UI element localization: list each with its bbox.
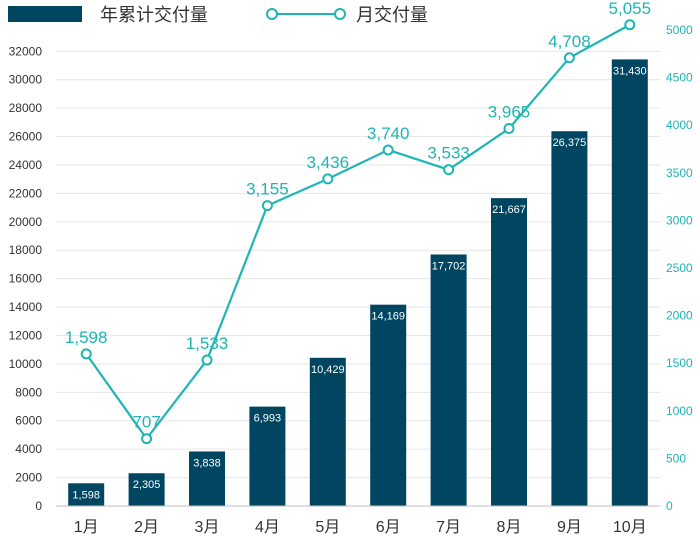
- y-right-tick-label: 2500: [666, 261, 693, 275]
- bar-data-label: 31,430: [613, 65, 647, 77]
- bar-series: 1,598 2,305 3,838 6,993 10,429 14,169 17,702 21…: [68, 59, 648, 506]
- y-left-tick-label: 0: [35, 499, 42, 513]
- bar: [491, 198, 527, 506]
- x-tick-label: 8月: [497, 519, 522, 536]
- y-right-tick-label: 5000: [666, 23, 693, 37]
- bar-data-label: 6,993: [254, 413, 282, 425]
- y-left-tick-label: 2000: [15, 471, 42, 485]
- y-left-tick-label: 8000: [15, 385, 42, 399]
- line-data-label: 3,533: [427, 144, 470, 163]
- line-data-label: 3,740: [367, 124, 410, 143]
- bar-data-label: 1,598: [72, 489, 100, 501]
- bar: [68, 483, 105, 506]
- line-point: [503, 123, 515, 135]
- y-right-tick-label: 1500: [666, 356, 693, 370]
- x-tick-label: 6月: [376, 519, 401, 536]
- line-point: [322, 173, 334, 185]
- bar-data-label: 10,429: [311, 364, 345, 376]
- bar-data-label: 3,838: [193, 457, 221, 469]
- y-left-tick-label: 6000: [15, 414, 42, 428]
- bar-data-label: 14,169: [371, 311, 405, 323]
- y-left-tick-label: 16000: [9, 272, 43, 286]
- legend: 年累计交付量 月交付量: [8, 5, 428, 25]
- y-right-tick-label: 3500: [666, 166, 693, 180]
- bar-data-label: 21,667: [492, 204, 526, 216]
- x-tick-label: 4月: [255, 519, 280, 536]
- legend-line-label: 月交付量: [356, 5, 428, 25]
- bar: [249, 406, 286, 506]
- line-point: [201, 354, 213, 366]
- x-tick-label: 3月: [195, 519, 220, 536]
- bar: [128, 473, 165, 506]
- bar-data-label: 17,702: [432, 260, 466, 272]
- x-tick-label: 2月: [134, 519, 159, 536]
- bar: [551, 131, 588, 506]
- y-left-tick-label: 10000: [9, 357, 43, 371]
- y-left-tick-label: 14000: [9, 300, 43, 314]
- bar-data-label: 2,305: [133, 479, 161, 491]
- legend-bar-label: 年累计交付量: [100, 5, 208, 25]
- axes: 0200040006000800010000120001400016000180…: [9, 23, 693, 536]
- line-data-label: 3,436: [307, 153, 350, 172]
- bar: [370, 304, 407, 506]
- y-left-tick-label: 20000: [9, 215, 43, 229]
- y-left-tick-label: 22000: [9, 186, 43, 200]
- line-point: [80, 348, 92, 360]
- y-left-tick-label: 28000: [9, 101, 43, 115]
- line-point: [382, 144, 394, 156]
- x-tick-label: 7月: [436, 519, 461, 536]
- line-point: [624, 19, 636, 31]
- y-left-tick-label: 4000: [15, 442, 42, 456]
- line-point: [563, 52, 575, 64]
- x-tick-label: 9月: [557, 519, 582, 536]
- line-series: 1,598 707 1,533 3,155 3,436 3,740 3,533 3,965 4,…: [65, 0, 652, 445]
- bar: [430, 254, 467, 506]
- line-data-label: 1,598: [65, 328, 108, 347]
- y-left-tick-label: 12000: [9, 328, 43, 342]
- y-left-tick-label: 26000: [9, 130, 43, 144]
- y-left-tick-label: 18000: [9, 243, 43, 257]
- line-path: [85, 23, 631, 440]
- y-left-tick-label: 24000: [9, 158, 43, 172]
- legend-line-marker-left: [266, 8, 278, 20]
- legend-line-marker-right: [334, 8, 346, 20]
- y-right-tick-label: 4000: [666, 118, 693, 132]
- y-right-tick-label: 3000: [666, 213, 693, 227]
- bar-data-label: 26,375: [553, 137, 587, 149]
- bar: [309, 357, 346, 506]
- line-data-label: 4,708: [548, 32, 591, 51]
- line-point: [141, 433, 153, 445]
- bar: [611, 59, 648, 506]
- line-data-label: 3,965: [488, 103, 531, 122]
- y-right-tick-label: 4500: [666, 71, 693, 85]
- y-left-tick-label: 32000: [9, 44, 43, 58]
- line-data-label: 3,155: [246, 180, 289, 199]
- y-right-tick-label: 2000: [666, 309, 693, 323]
- line-data-label: 1,533: [186, 334, 229, 353]
- y-right-tick-label: 0: [666, 499, 673, 513]
- line-point: [443, 164, 455, 176]
- line-data-label: 5,055: [609, 0, 652, 18]
- x-tick-label: 1月: [74, 519, 99, 536]
- line-data-label: 707: [132, 413, 160, 432]
- y-right-tick-label: 1000: [666, 404, 693, 418]
- line-point: [261, 200, 273, 212]
- bar: [189, 451, 225, 506]
- y-right-tick-label: 500: [666, 451, 686, 465]
- x-tick-label: 10月: [613, 519, 647, 536]
- x-tick-label: 5月: [315, 519, 340, 536]
- legend-bar-swatch: [8, 6, 82, 22]
- y-left-tick-label: 30000: [9, 73, 43, 87]
